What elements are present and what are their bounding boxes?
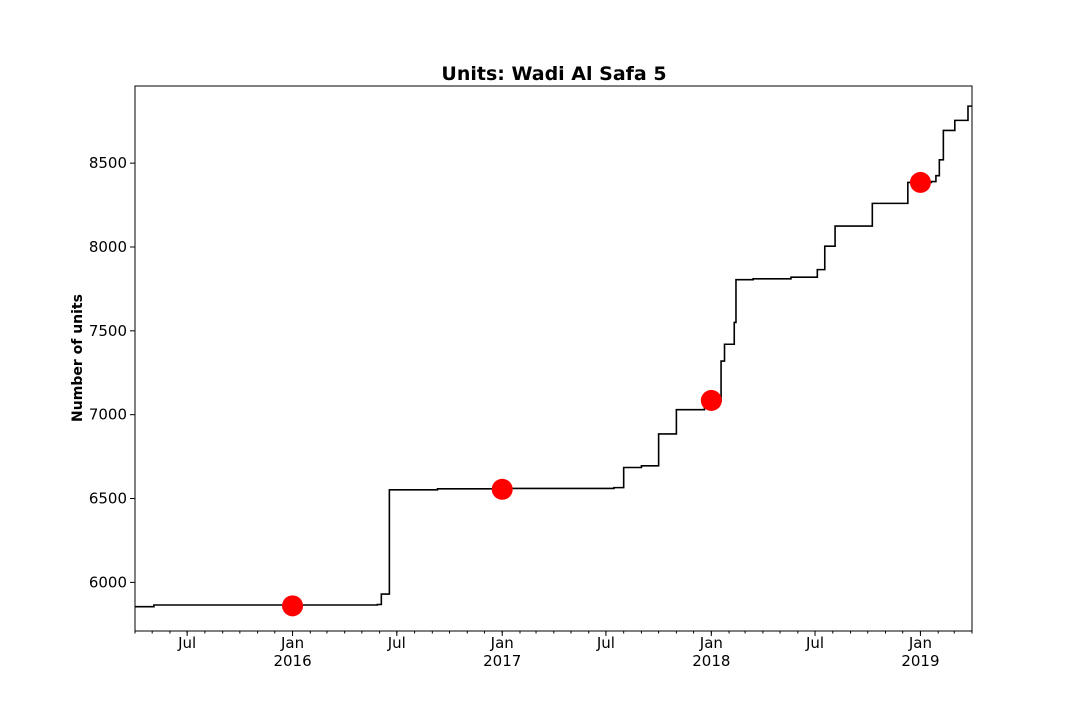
- series-layer: [135, 105, 972, 608]
- y-axis-label: Number of units: [70, 294, 86, 422]
- y-tick-label: 7500: [89, 322, 127, 340]
- y-tick-label: 7000: [89, 406, 127, 424]
- x-tick-label: Jan: [699, 634, 723, 652]
- plot-frame: [134, 85, 973, 632]
- chart-title: Units: Wadi Al Safa 5: [441, 63, 666, 85]
- x-tick-year-label: 2017: [483, 652, 521, 670]
- series-line: [135, 105, 972, 608]
- y-tick-label: 6000: [89, 573, 127, 591]
- x-tick-year-label: 2019: [901, 652, 939, 670]
- x-tick-label: Jan: [908, 634, 932, 652]
- x-tick-year-label: 2018: [692, 652, 730, 670]
- x-tick-label: Jul: [596, 634, 615, 652]
- x-tick-year-label: 2016: [273, 652, 311, 670]
- y-tick-label: 8500: [89, 154, 127, 172]
- red-marker: [491, 478, 513, 500]
- x-tick-label: Jan: [490, 634, 514, 652]
- red-marker: [700, 389, 722, 411]
- x-tick-label: Jul: [387, 634, 406, 652]
- y-tick-label: 8000: [89, 238, 127, 256]
- x-tick-label: Jul: [805, 634, 824, 652]
- x-tick-label: Jan: [280, 634, 304, 652]
- y-tick-label: 6500: [89, 490, 127, 508]
- x-tick-label: Jul: [177, 634, 196, 652]
- marker-layer: [282, 171, 931, 617]
- red-marker: [282, 595, 304, 617]
- red-marker: [909, 171, 931, 193]
